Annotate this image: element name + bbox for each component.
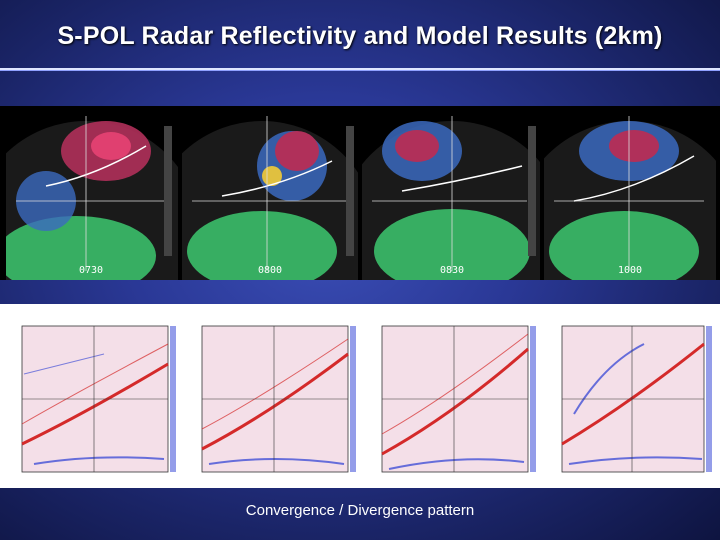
radar-time-label-3: 0830 (439, 265, 465, 276)
model-panel-2 (184, 304, 360, 488)
radar-image-2 (182, 106, 358, 280)
model-plot-1 (4, 304, 180, 488)
radar-panel-3: 0830 (362, 106, 540, 280)
slide-title: S-POL Radar Reflectivity and Model Resul… (57, 22, 663, 50)
model-plot-4 (544, 304, 716, 488)
radar-image-1 (6, 106, 178, 280)
radar-image-4 (544, 106, 716, 280)
radar-panel-4: 1000 (544, 106, 716, 280)
model-plot-2 (184, 304, 360, 488)
model-plot-3 (364, 304, 540, 488)
radar-reflectivity-strip: 0730 0800 0830 (0, 106, 720, 280)
model-results-strip (0, 304, 720, 488)
radar-image-3 (362, 106, 540, 280)
model-panel-4 (544, 304, 716, 488)
radar-time-label-2: 0800 (257, 265, 283, 276)
title-divider (0, 68, 720, 70)
model-panel-3 (364, 304, 540, 488)
radar-panel-2: 0800 (182, 106, 358, 280)
radar-panel-1: 0730 (6, 106, 178, 280)
radar-time-label-1: 0730 (78, 265, 104, 276)
radar-time-label-4: 1000 (617, 265, 643, 276)
model-panel-1 (4, 304, 180, 488)
slide-caption: Convergence / Divergence pattern (245, 502, 475, 519)
